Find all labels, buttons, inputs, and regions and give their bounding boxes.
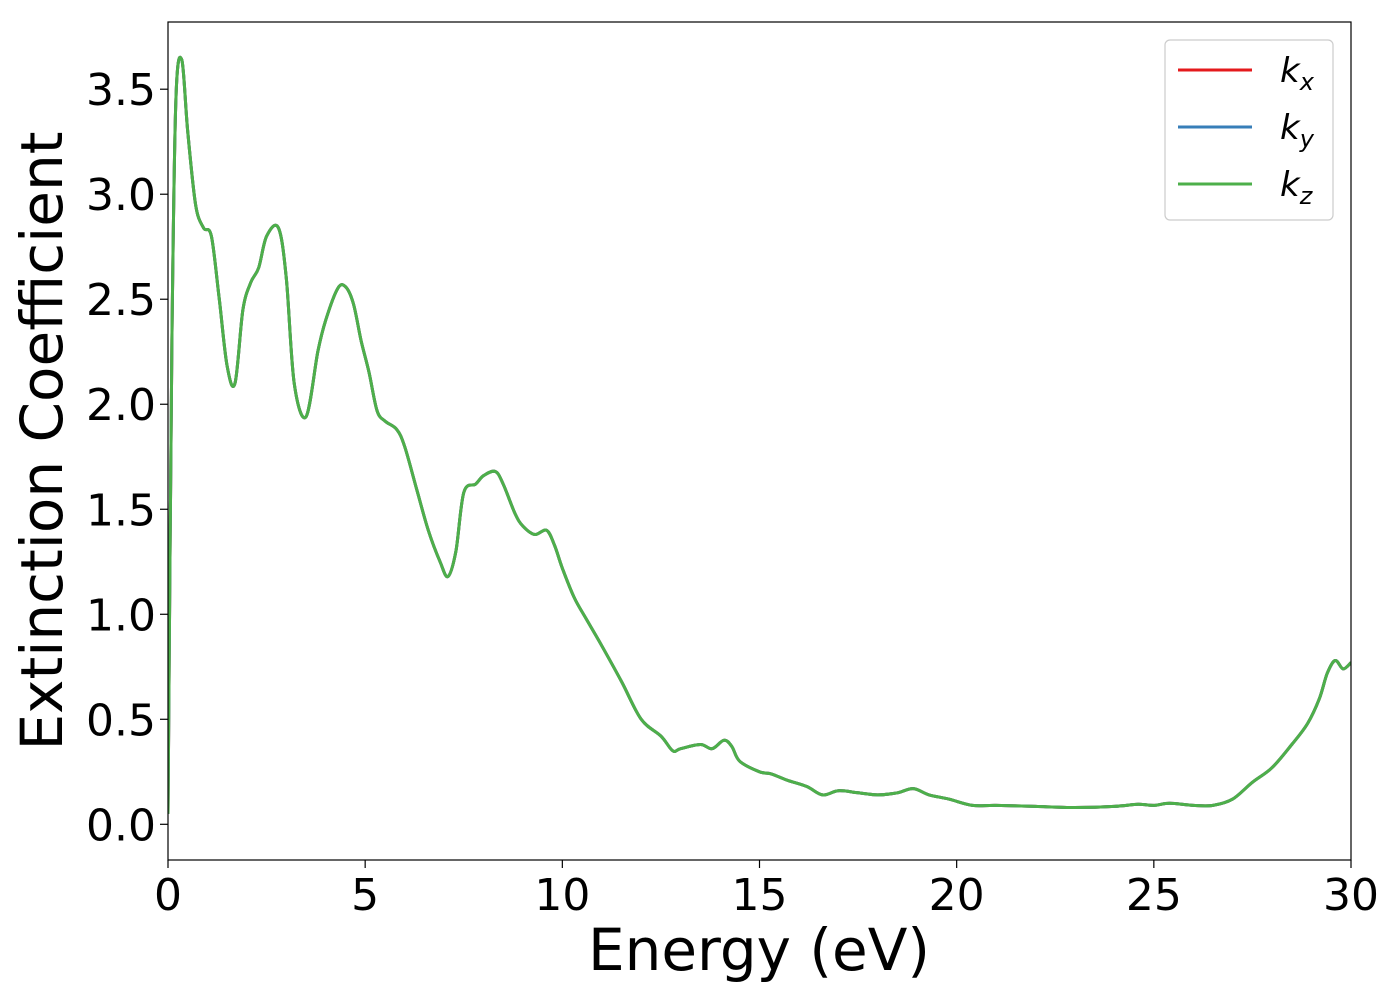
y-tick-label: 0.0 — [86, 800, 156, 851]
legend-box — [1164, 39, 1334, 221]
y-tick-label: 3.5 — [86, 65, 156, 116]
y-tick-label: 2.5 — [86, 275, 156, 326]
legend-label-kz: kz — [1280, 165, 1314, 210]
x-tick-label: 30 — [1323, 870, 1379, 921]
x-tick-label: 20 — [929, 870, 985, 921]
legend-label-subscript: x — [1299, 68, 1315, 96]
y-tick-label: 3.0 — [86, 170, 156, 221]
x-axis-label: Energy (eV) — [588, 916, 930, 984]
x-axis-ticks: 0 5 10 15 20 25 30 — [154, 860, 1379, 921]
x-tick-label: 5 — [351, 870, 379, 921]
y-tick-label: 1.0 — [86, 590, 156, 641]
legend-label-base: k — [1280, 165, 1301, 205]
y-axis-ticks: 0.0 0.5 1.0 1.5 2.0 2.5 3.0 3.5 — [86, 65, 168, 851]
x-tick-label: 0 — [154, 870, 182, 921]
legend-label-subscript: y — [1299, 125, 1315, 153]
x-tick-label: 25 — [1126, 870, 1182, 921]
series-line-kz — [168, 55, 1351, 814]
x-tick-label: 10 — [534, 870, 590, 921]
series-layer — [168, 55, 1351, 814]
legend-label-subscript: z — [1299, 182, 1314, 210]
y-axis-label: Extinction Coefficient — [8, 132, 76, 751]
legend-label-base: k — [1280, 51, 1301, 91]
y-tick-label: 2.0 — [86, 380, 156, 431]
legend-label-base: k — [1280, 108, 1301, 148]
y-tick-label: 0.5 — [86, 695, 156, 746]
x-tick-label: 15 — [732, 870, 788, 921]
y-tick-label: 1.5 — [86, 485, 156, 536]
legend-label-kx: kx — [1280, 51, 1315, 96]
legend-label-ky: ky — [1280, 108, 1315, 153]
